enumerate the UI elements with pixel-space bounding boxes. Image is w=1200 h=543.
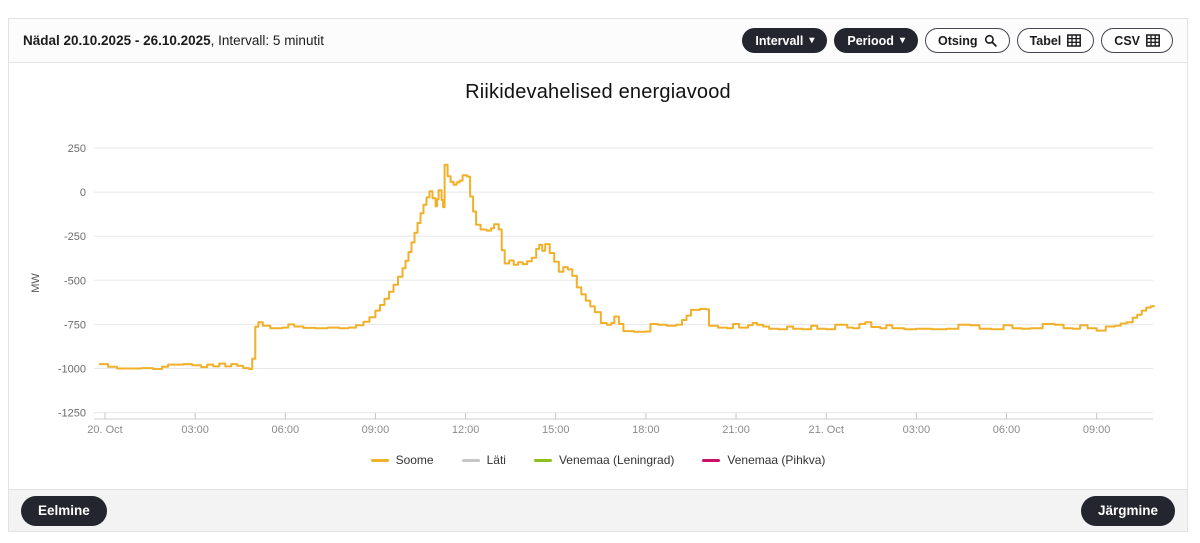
chart-title: Riikidevahelised energiavood <box>465 81 731 103</box>
legend-item-l-ti[interactable]: Läti <box>461 453 506 467</box>
x-tick-label: 20. Oct <box>87 424 122 436</box>
period-summary: Nädal 20.10.2025 - 26.10.2025, Intervall… <box>23 33 324 48</box>
x-tick-label: 09:00 <box>1083 424 1111 436</box>
x-tick-label: 06:00 <box>993 424 1021 436</box>
table-icon <box>1067 34 1082 47</box>
y-tick-label: -250 <box>64 231 86 243</box>
caret-down-icon: ▾ <box>899 35 905 46</box>
search-icon <box>984 34 997 47</box>
x-tick-label: 12:00 <box>452 424 480 436</box>
y-tick-label: 0 <box>80 187 86 199</box>
period-range-text: Nädal 20.10.2025 - 26.10.2025 <box>23 33 211 48</box>
legend-item-venemaa-pihkva-[interactable]: Venemaa (Pihkva) <box>702 453 825 467</box>
interval-text: , Intervall: 5 minutit <box>210 33 324 48</box>
table-view-button[interactable]: Tabel <box>1016 28 1095 53</box>
x-tick-label: 09:00 <box>362 424 390 436</box>
search-button-label: Otsing <box>937 33 978 48</box>
previous-week-button[interactable]: Eelmine <box>21 495 107 526</box>
y-axis-label: MW <box>30 273 42 293</box>
x-tick-label: 03:00 <box>181 424 209 436</box>
table-view-label: Tabel <box>1029 33 1062 48</box>
x-tick-label: 21. Oct <box>808 424 843 436</box>
x-tick-label: 15:00 <box>542 424 570 436</box>
y-tick-label: -750 <box>64 319 86 331</box>
caret-down-icon: ▾ <box>809 35 815 46</box>
x-tick-label: 03:00 <box>903 424 931 436</box>
interval-dropdown-button[interactable]: Intervall ▾ <box>742 28 828 53</box>
table-icon <box>1146 34 1160 47</box>
csv-export-label: CSV <box>1114 33 1140 48</box>
legend-label: Venemaa (Leningrad) <box>558 453 675 467</box>
legend-color-dash <box>370 458 389 462</box>
interval-dropdown-label: Intervall <box>755 33 804 48</box>
legend-label: Venemaa (Pihkva) <box>727 453 826 467</box>
legend-color-dash <box>461 458 480 462</box>
dashboard-card: Nädal 20.10.2025 - 26.10.2025, Intervall… <box>8 18 1188 532</box>
energy-flow-chart[interactable]: 250 0 -250 -500 -750 -1000 -1250 MW 20. Oct 03:00… <box>9 131 1189 447</box>
legend-color-dash <box>702 458 721 462</box>
y-tick-label: 250 <box>68 143 86 155</box>
legend-item-venemaa-leningrad-[interactable]: Venemaa (Leningrad) <box>533 453 675 467</box>
csv-export-button[interactable]: CSV <box>1101 28 1173 53</box>
legend-label: Läti <box>486 453 506 467</box>
search-button[interactable]: Otsing <box>924 28 1010 53</box>
y-tick-label: -1000 <box>58 364 86 376</box>
chart-header-bar: Nädal 20.10.2025 - 26.10.2025, Intervall… <box>9 19 1187 63</box>
x-tick-label: 18:00 <box>632 424 660 436</box>
x-tick-label: 06:00 <box>272 424 300 436</box>
legend-color-dash <box>533 458 552 462</box>
soome-series-line[interactable] <box>99 163 1155 370</box>
y-tick-label: -500 <box>64 275 86 287</box>
header-toolbar: Intervall ▾ Periood ▾ Otsing Tabel <box>742 28 1173 53</box>
y-tick-label: -1250 <box>58 408 86 420</box>
chart-area: Riikidevahelised energiavood 250 0 -250 -50… <box>9 81 1187 509</box>
chart-legend: Soome Läti Venemaa (Leningrad) Venemaa (Pih… <box>9 453 1187 467</box>
period-dropdown-label: Periood <box>847 33 894 48</box>
pagination-bar: Eelmine Järgmine <box>9 489 1187 531</box>
period-dropdown-button[interactable]: Periood ▾ <box>834 28 918 53</box>
legend-label: Soome <box>395 453 434 467</box>
legend-item-soome[interactable]: Soome <box>370 453 434 467</box>
next-week-button[interactable]: Järgmine <box>1080 495 1175 526</box>
x-tick-label: 21:00 <box>722 424 750 436</box>
